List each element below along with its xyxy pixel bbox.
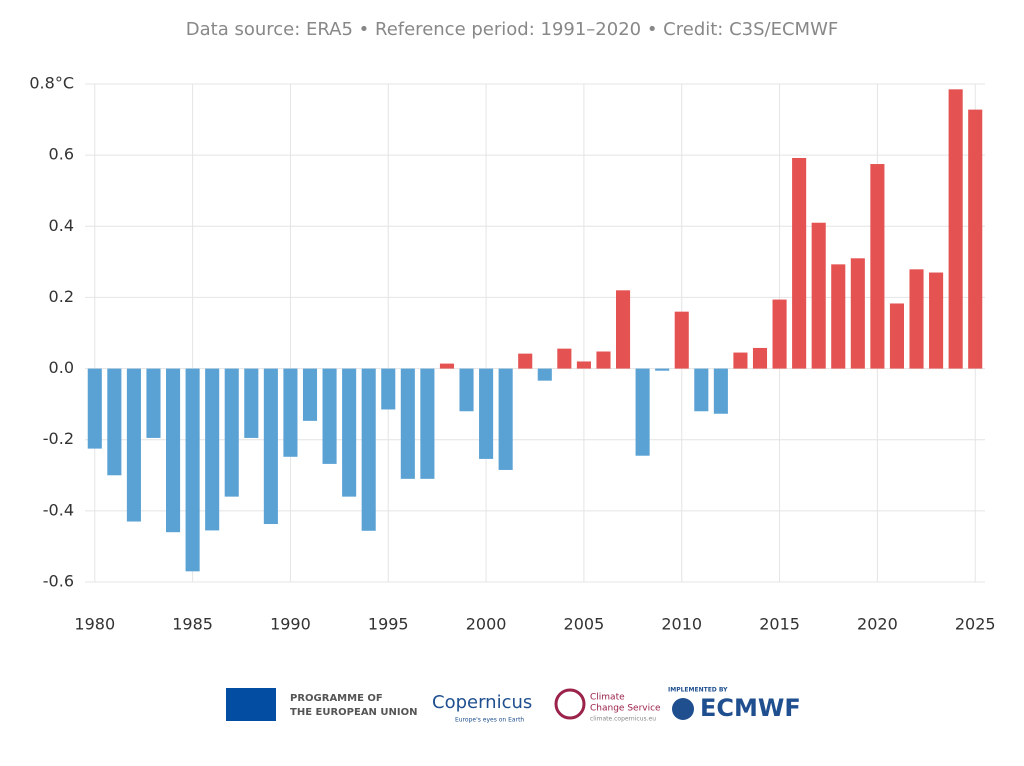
- y-tick-label: -0.2: [43, 429, 74, 448]
- ecmwf-icon: [672, 698, 694, 720]
- x-tick-label: 2010: [661, 615, 702, 634]
- bar: [733, 352, 748, 369]
- bar: [263, 368, 278, 525]
- bar: [948, 89, 963, 369]
- eu-flag: [226, 688, 276, 721]
- c3s-url: climate.copernicus.eu: [590, 716, 656, 723]
- bar: [87, 368, 102, 449]
- bar: [166, 368, 181, 533]
- x-tick-label: 2020: [857, 615, 898, 634]
- bar: [205, 368, 220, 531]
- bar: [752, 347, 768, 369]
- eu-text: PROGRAMME OF: [290, 693, 383, 704]
- bar: [674, 311, 689, 369]
- bar: [322, 368, 337, 464]
- bar: [576, 361, 591, 369]
- bar: [929, 272, 944, 369]
- bar: [224, 368, 239, 497]
- copernicus-tagline: Europe's eyes on Earth: [455, 717, 524, 724]
- y-tick-label: -0.6: [43, 572, 74, 591]
- bar: [283, 368, 298, 457]
- bar: [655, 368, 670, 371]
- bar: [713, 368, 728, 414]
- eu-text: THE EUROPEAN UNION: [290, 707, 418, 718]
- implemented-by: IMPLEMENTED BY: [668, 687, 728, 694]
- bar: [381, 368, 396, 410]
- bar: [792, 157, 807, 369]
- bar: [302, 368, 318, 421]
- y-tick-label: -0.4: [43, 500, 74, 519]
- bar: [420, 368, 435, 479]
- bar: [342, 368, 357, 497]
- bar: [439, 363, 454, 369]
- bar: [635, 368, 650, 456]
- y-tick-label: 0.8°C: [29, 74, 74, 93]
- bar: [968, 109, 983, 369]
- x-tick-label: 1985: [172, 615, 213, 634]
- bar: [616, 290, 631, 369]
- c3s-text: Climate: [590, 693, 625, 703]
- x-tick-label: 1995: [368, 615, 409, 634]
- bar: [459, 368, 474, 412]
- bar: [596, 351, 611, 369]
- bar: [107, 368, 122, 476]
- bar: [850, 258, 865, 369]
- bar: [537, 368, 552, 381]
- y-tick-label: 0.6: [49, 145, 74, 164]
- x-tick-label: 2015: [759, 615, 800, 634]
- footer: PROGRAMME OF THE EUROPEAN UNION Copernic…: [226, 687, 801, 724]
- bar: [479, 368, 494, 459]
- bar: [244, 368, 259, 438]
- x-tick-label: 2025: [955, 615, 996, 634]
- bar: [889, 303, 904, 369]
- bar: [909, 269, 924, 369]
- ecmwf-logo: ECMWF: [700, 694, 801, 722]
- y-tick-label: 0.2: [49, 287, 74, 306]
- bar: [831, 264, 846, 369]
- c3s-icon: [554, 688, 586, 720]
- bar: [146, 368, 161, 438]
- x-tick-label: 1980: [74, 615, 115, 634]
- bar: [557, 348, 572, 369]
- bar: [185, 368, 200, 572]
- bar: [361, 368, 376, 531]
- bar: [772, 299, 787, 369]
- bar: [694, 368, 709, 412]
- bar: [870, 164, 885, 369]
- bar: [498, 368, 513, 470]
- bar: [126, 368, 141, 522]
- x-tick-label: 1990: [270, 615, 311, 634]
- y-tick-label: 0.4: [49, 216, 74, 235]
- bar: [811, 222, 826, 369]
- y-tick-label: 0.0: [49, 358, 74, 377]
- c3s-text: Change Service: [590, 704, 661, 714]
- x-tick-label: 2005: [564, 615, 605, 634]
- x-tick-label: 2000: [466, 615, 507, 634]
- bar: [518, 353, 533, 369]
- subtitle: Data source: ERA5 • Reference period: 19…: [186, 19, 838, 40]
- copernicus-logo: Copernicus: [432, 692, 532, 713]
- bar: [400, 368, 415, 479]
